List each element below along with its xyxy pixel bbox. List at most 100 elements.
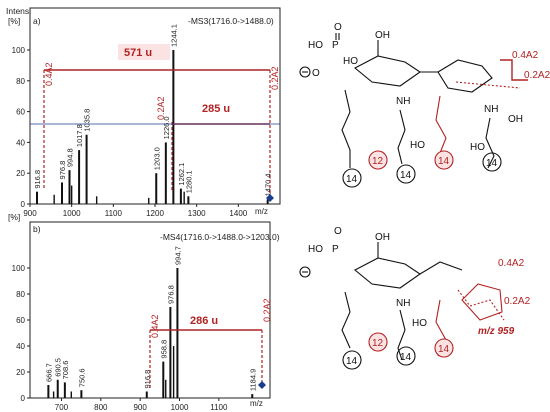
peak-label-976.8: 976.8 <box>58 161 67 180</box>
xtick-label-1100: 1100 <box>105 209 123 218</box>
xtick-label-900: 900 <box>23 209 37 218</box>
struct-bot-minus-circle <box>299 266 311 278</box>
ytick-label-100: 100 <box>12 46 26 55</box>
struct-top-ho-mid: HO <box>470 142 485 153</box>
xtick-label-900: 900 <box>133 403 147 412</box>
xtick-label-1100: 1100 <box>210 403 228 412</box>
peak-label-994.8: 994.8 <box>66 148 75 167</box>
peak-label-976.8: 976.8 <box>166 285 175 304</box>
struct-top-o: HO <box>343 56 358 67</box>
peak-label-916.8: 916.8 <box>143 370 152 389</box>
peak-label-1017.8: 1017.8 <box>75 124 84 147</box>
bchain-circle-14c <box>434 338 454 358</box>
panel-b-annotations: 286 u 0.4A2 0.2A2 <box>149 298 272 389</box>
panel-b-xaxis: 700 800 900 1000 1100 <box>55 398 228 412</box>
struct-top-nh2: NH <box>484 104 498 115</box>
panel-a-loss-285: 285 u <box>202 103 230 115</box>
peak-label-1203.0: 1203.0 <box>152 147 161 170</box>
bchain-circle-14b <box>396 346 416 366</box>
struct-bot-chain1 <box>341 291 351 349</box>
struct-bot-frag-b: 0.2A2 <box>504 296 531 307</box>
panel-a-annotations: 571 u 285 u 0.4A2 0.2A2 0.2A2 <box>30 44 280 202</box>
panel-a-ylabel-unit: [%] <box>8 16 20 26</box>
xtick-label-700: 700 <box>55 403 69 412</box>
panel-b-frag-left: 0.4A2 <box>150 314 160 338</box>
struct-top-chain4 <box>485 117 495 169</box>
bchain-circle-12 <box>368 332 388 352</box>
panel-a-frame <box>29 7 281 205</box>
panel-a-xaxis: 900 1000 1100 1200 1300 1400 <box>23 204 248 218</box>
peak-label-994.7: 994.7 <box>173 246 182 265</box>
peak-label-1262.1: 1262.1 <box>177 163 186 186</box>
struct-bot-oh: OH <box>375 232 390 243</box>
ytick-label-80: 80 <box>16 290 25 299</box>
ytick-label-80: 80 <box>16 77 25 86</box>
peak-label-1226.0: 1226.0 <box>162 116 171 139</box>
struct-top-frag-a: 0.4A2 <box>512 50 539 61</box>
ytick-label-40: 40 <box>16 138 25 147</box>
panel-a-yaxis: 0 20 40 60 80 100 <box>12 46 30 209</box>
panel-b-precursor-marker <box>258 381 266 389</box>
ytick-label-100: 100 <box>12 264 26 273</box>
peak-label-708.6: 708.6 <box>61 361 70 380</box>
chain-label-14d: 14 <box>486 158 498 169</box>
ytick-label-0: 0 <box>21 394 26 403</box>
panel-b-loss-286: 286 u <box>190 315 218 327</box>
panel-a-frag-left: 0.4A2 <box>44 62 54 86</box>
struct-top-p: P <box>332 40 339 51</box>
ytick-label-60: 60 <box>16 108 25 117</box>
chain-circle-14a <box>342 168 362 188</box>
panel-a: Intens. [%] a) -MS3(1716.0->1488.0) 0 20 4… <box>6 6 281 218</box>
bchain-label-14c: 14 <box>438 344 450 355</box>
struct-bot-ho: HO <box>308 244 323 255</box>
struct-bot-p: P <box>332 244 339 255</box>
peak-label-1184.9: 1184.9 <box>248 369 257 391</box>
chain-label-12: 12 <box>372 156 384 167</box>
bchain-label-14a: 14 <box>346 356 358 367</box>
bchain-circle-14a <box>342 350 362 370</box>
peak-label-916.8: 916.8 <box>33 170 42 189</box>
peak-label-690.5: 690.5 <box>54 358 63 377</box>
panel-a-title: -MS3(1716.0->1488.0) <box>188 16 274 26</box>
struct-top-oh: OH <box>375 30 390 41</box>
panel-b-label: b) <box>33 224 41 234</box>
structure-top: HO P O HO O OH NH NH OH HO HO 14 12 14 <box>299 22 550 188</box>
struct-top-chain3 <box>435 95 447 159</box>
peak-label-1280.1: 1280.1 <box>184 170 193 193</box>
struct-bot-cut-dash <box>457 289 505 321</box>
struct-bot-nh: NH <box>396 298 410 309</box>
struct-top-frag-b: 0.2A2 <box>524 70 550 81</box>
panel-b-title: -MS4(1716.0->1488.0->1203.0) <box>160 232 280 242</box>
panel-b-yaxis: 0 20 40 60 80 100 <box>12 264 30 403</box>
panel-b: [%] b) -MS4(1716.0->1488.0->1203.0) 0 20 4… <box>8 212 280 412</box>
peak-label-750.6: 750.6 <box>77 368 86 387</box>
chain-circle-12 <box>368 150 388 170</box>
chain-circle-14d <box>482 152 502 172</box>
peak-label-666.7: 666.7 <box>44 363 53 382</box>
peak-label-1470.4: 1470.4 <box>264 173 273 196</box>
panel-b-frag-right: 0.2A2 <box>262 298 272 322</box>
xtick-label-1000: 1000 <box>171 403 189 412</box>
struct-top-frag-cut-a <box>500 59 528 81</box>
struct-top-ho-left: HO <box>410 140 425 151</box>
struct-top-ominus: O <box>312 68 320 79</box>
struct-bot-cut-ring <box>461 283 503 321</box>
struct-bot-chain2 <box>397 309 406 361</box>
panel-a-ylabel-top: Intens. <box>6 6 32 16</box>
ytick-label-60: 60 <box>16 316 25 325</box>
struct-top-frag-cut-b <box>455 81 521 89</box>
chain-label-14c: 14 <box>438 156 450 167</box>
struct-top-oeq: O <box>334 22 342 33</box>
xtick-label-1000: 1000 <box>63 209 81 218</box>
bchain-label-14b: 14 <box>400 352 412 363</box>
struct-bot-frag-a: 0.4A2 <box>498 258 525 269</box>
struct-top-sugar1 <box>354 55 421 87</box>
struct-top-minus-circle <box>299 66 311 78</box>
panel-a-label: a) <box>33 16 41 26</box>
panel-b-xlabel: m/z <box>250 399 263 408</box>
peak-label-1244.1: 1244.1 <box>169 24 178 47</box>
xtick-label-1300: 1300 <box>188 209 206 218</box>
struct-bot-link <box>419 261 463 275</box>
